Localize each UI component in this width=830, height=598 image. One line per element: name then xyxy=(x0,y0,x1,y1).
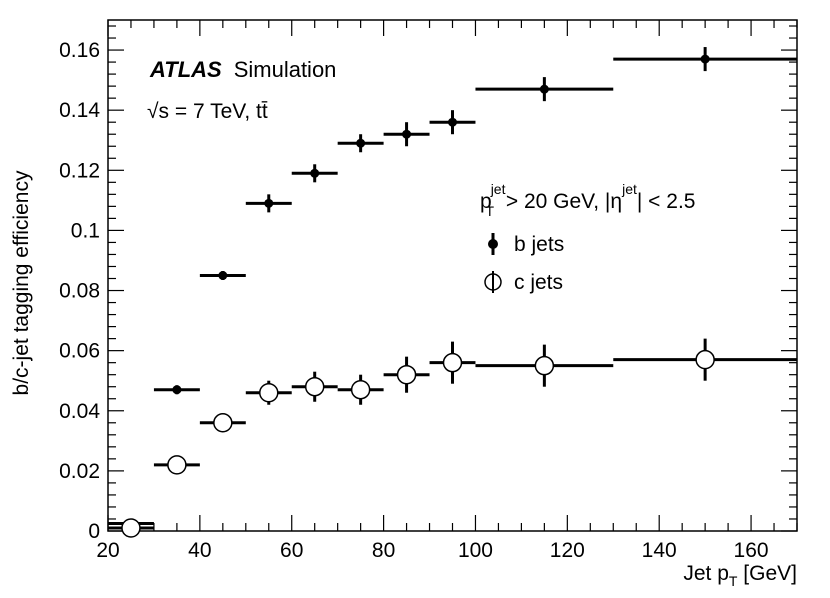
data-point xyxy=(475,77,614,102)
c-jet-marker xyxy=(442,352,463,373)
data-point xyxy=(613,338,797,381)
x-tick-label: 20 xyxy=(96,539,119,562)
b-jet-marker xyxy=(218,271,228,280)
y-tick-label: 0.16 xyxy=(59,39,100,62)
data-point xyxy=(613,47,797,72)
atlas-label: ATLAS Simulation xyxy=(149,57,336,82)
data-point xyxy=(108,518,154,538)
data-point xyxy=(291,164,338,183)
series-b-jets xyxy=(108,47,797,528)
energy-label: √s = 7 TeV, tt̄ xyxy=(147,100,268,123)
data-point xyxy=(383,356,430,393)
legend-c-jets-marker xyxy=(484,271,502,293)
cut-label: pjet T > 20 GeV, |ηjet| < 2.5 xyxy=(480,181,695,219)
b-jet-marker xyxy=(539,84,549,94)
y-tick-labels: 0 0.02 0.04 0.06 0.08 0.1 0.12 0.14 0.16 xyxy=(59,39,100,543)
b-jet-marker xyxy=(402,129,412,139)
x-tick-label: 160 xyxy=(734,539,769,562)
x-tick-labels: 20 40 60 80 100 120 140 160 xyxy=(96,539,768,562)
c-jet-marker xyxy=(259,382,279,403)
x-tick-label: 140 xyxy=(642,539,677,562)
x-tick-label: 80 xyxy=(372,539,395,562)
y-tick-label: 0.02 xyxy=(59,460,100,483)
b-jet-marker xyxy=(700,54,710,64)
data-point xyxy=(199,270,246,281)
x-axis-label: Jet pT [GeV] xyxy=(683,562,797,589)
c-jet-marker xyxy=(350,379,371,400)
c-jet-marker xyxy=(213,413,233,433)
data-point xyxy=(475,344,614,387)
y-tick-label: 0.14 xyxy=(59,99,100,122)
b-jet-marker xyxy=(172,385,182,395)
y-tick-label: 0.12 xyxy=(59,159,100,182)
data-point xyxy=(337,374,384,405)
data-point xyxy=(199,413,246,433)
y-tick-label: 0 xyxy=(88,520,100,543)
data-point xyxy=(337,134,384,153)
x-tick-label: 120 xyxy=(550,539,585,562)
c-jet-marker xyxy=(304,376,325,397)
y-tick-label: 0.06 xyxy=(59,340,100,363)
c-jet-marker xyxy=(121,518,141,538)
legend-b-jets-label: b jets xyxy=(514,233,564,256)
y-tick-label: 0.08 xyxy=(59,280,100,303)
c-jet-marker xyxy=(534,355,555,376)
legend: b jets c jets xyxy=(484,233,564,294)
c-jet-marker xyxy=(396,364,417,385)
b-jet-marker xyxy=(356,138,366,148)
data-point xyxy=(291,371,338,402)
series-c-jets xyxy=(108,338,797,538)
data-point xyxy=(429,110,476,135)
data-marks xyxy=(108,47,797,538)
data-point xyxy=(153,455,200,475)
data-point xyxy=(153,385,200,395)
b-jet-marker xyxy=(310,168,320,178)
b-jet-marker xyxy=(264,198,274,208)
x-tick-label: 100 xyxy=(458,539,493,562)
legend-b-jets-marker xyxy=(488,233,498,255)
data-point xyxy=(383,122,430,147)
y-tick-label: 0.04 xyxy=(59,400,100,423)
data-point xyxy=(429,341,476,384)
data-point xyxy=(245,380,292,405)
x-tick-label: 60 xyxy=(280,539,303,562)
x-tick-label: 40 xyxy=(188,539,211,562)
c-jet-marker xyxy=(695,349,715,370)
c-jet-marker xyxy=(167,455,187,475)
y-axis-label: b/c-jet tagging efficiency xyxy=(10,170,33,395)
axis-ticks xyxy=(107,20,798,532)
data-point xyxy=(245,194,292,213)
y-tick-label: 0.1 xyxy=(71,219,100,242)
b-jet-marker xyxy=(448,117,457,127)
legend-c-jets-label: c jets xyxy=(514,271,563,294)
